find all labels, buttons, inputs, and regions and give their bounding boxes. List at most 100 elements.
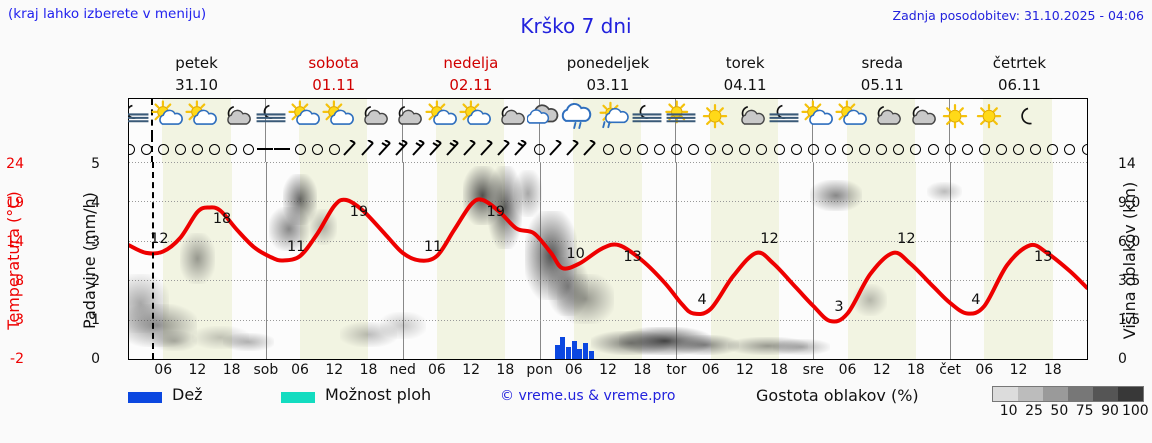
x-tick-label: 12 [872,362,891,378]
calm-wind-icon [191,144,203,155]
day-separator [676,162,678,359]
wind-barb-icon [256,140,274,158]
temperature-label: 11 [286,238,306,255]
precipitation-bar [588,351,594,359]
x-tick-label: pon [526,362,553,378]
x-axis-ticks: 06 12 18 sob 06 12 18 ned 06 12 18 pon 06 12 18 tor 06 12… [128,362,1088,382]
temperature-label: 18 [212,211,232,228]
copyright-link[interactable]: © vreme.us & vreme.pro [500,388,676,404]
x-tick-label: 18 [633,362,652,378]
cloud-density-swatch-25 [1018,387,1043,401]
calm-wind-icon [226,144,238,155]
wind-barb-icon [547,139,565,158]
day-header-6: sreda 05.11 [814,52,951,98]
calm-wind-icon [876,144,888,155]
temperature-label: 10 [566,246,585,263]
x-tick-label: 18 [222,362,241,378]
cloud-density-swatch-75 [1068,387,1093,401]
x-tick-label: 12 [599,362,617,378]
calm-wind-icon [978,144,990,155]
day-separator [265,162,267,359]
chart-plot-area: 12 18 11 19 11 19 10 13 4 12 3 12 4 13 [129,162,1087,359]
precipitation-bar [571,341,577,359]
calm-wind-icon [773,144,785,155]
moon-cloud-icon [869,100,903,134]
calm-wind-icon [534,144,546,155]
calm-wind-icon [174,144,186,155]
wind-barb-icon [581,139,599,158]
cloud-density-blob [556,274,614,324]
cloud-density-swatch-50 [1043,387,1068,401]
sun-fog-icon [664,100,698,134]
x-tick-label: 12 [735,362,754,378]
cloud-height-axis-title: Višina oblakov (km) [1120,181,1139,340]
calm-wind-icon [961,144,973,155]
gridline [129,319,1087,321]
calm-wind-icon [602,144,614,155]
cloud-density-tick: 90 [1101,403,1119,419]
wind-barb-icon [273,140,291,158]
cloud-density-blob [773,339,831,356]
sun-cloud-icon [801,100,835,134]
cloud-density-swatch-100 [1118,387,1143,401]
x-tick-label: 06 [154,362,173,378]
current-time-marker [150,99,153,136]
cloud-height-tick: 9.0 [1118,195,1141,211]
temperature-label: 13 [623,249,642,266]
x-tick-label: ned [389,362,416,378]
temperature-axis: Temperatura (°C) 24 19 14 8 3 -2 [2,156,24,367]
day-name: torek [725,54,765,72]
temperature-label: 11 [423,238,443,255]
x-tick-label: 12 [188,362,207,378]
cloud-density-blob [727,337,808,356]
sun-icon [938,100,972,134]
gridline [129,240,1087,242]
calm-wind-icon [722,144,734,155]
cloud-density-blob [513,169,543,218]
x-tick-label: 06 [701,362,720,378]
temperature-label: 12 [897,230,916,247]
x-tick-label: 06 [838,362,857,378]
temperature-tick: -2 [10,351,24,367]
precipitation-bar [566,347,572,359]
precipitation-tick: 2 [91,273,100,289]
x-tick-label: sob [253,362,279,378]
calm-wind-icon [311,144,323,155]
temperature-tick: 24 [6,156,24,172]
day-date: 05.11 [860,76,904,94]
precipitation-bar [583,343,589,359]
series-legend: Dež Možnost ploh [128,385,728,412]
sun-icon [972,100,1006,134]
current-time-marker [151,162,154,359]
location-menu-note[interactable]: (kraj lahko izberete v meniju) [8,6,207,22]
day-separator [813,162,815,359]
wind-barb-icon [410,139,428,158]
x-tick-label: 06 [564,362,583,378]
calm-wind-icon [756,144,768,155]
calm-wind-icon [636,144,648,155]
cloud-density-tick: 75 [1075,403,1094,419]
x-tick-label: 18 [770,362,788,378]
day-date: 01.11 [312,76,356,94]
sun-cloud-icon [459,100,493,134]
day-name: sreda [861,54,904,72]
sun-cloud-icon [185,100,219,134]
calm-wind-icon [842,144,853,155]
cloud-height-tick: 1.5 [1118,312,1141,328]
day-header-7: četrtek 06.11 [951,52,1088,98]
cloud-density-blob [927,181,962,202]
sun-cloud-icon [322,100,356,134]
cloud-rain-icon [561,100,595,134]
daylight-band [984,162,1053,359]
x-tick-label: sre [802,362,824,378]
x-tick-label: 12 [1009,362,1028,378]
calm-wind-icon [1013,144,1025,155]
cloud-density-blob [670,335,740,356]
day-name: ponedeljek [566,54,650,72]
day-date: 31.10 [175,76,219,94]
cloud-density-blob [339,321,397,348]
day-date: 03.11 [586,76,630,94]
cloud-height-tick: 0 [1118,351,1127,367]
temperature-label: 4 [697,291,707,308]
cloud-density-tick-labels: 10 25 50 75 90 100 [980,403,1149,423]
